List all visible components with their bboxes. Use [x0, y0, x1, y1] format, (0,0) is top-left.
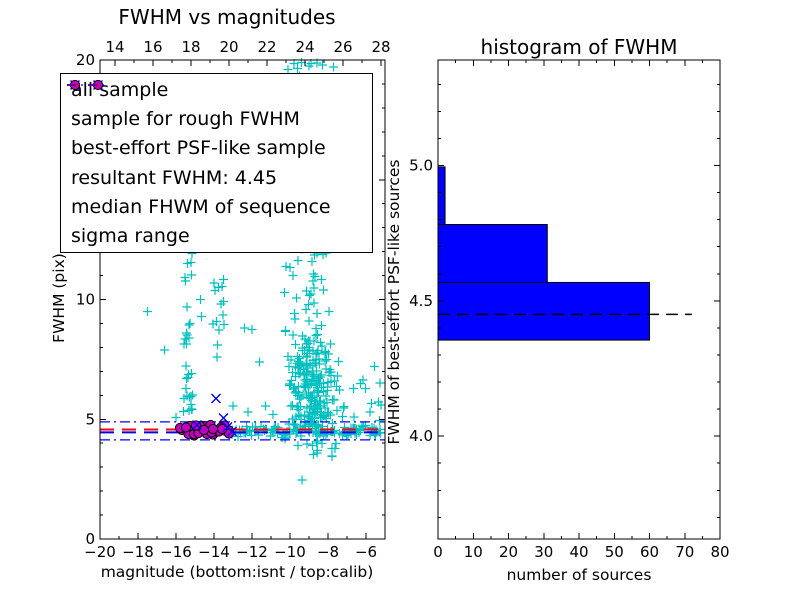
legend-item-sigma-range: sigma range [61, 84, 372, 250]
legend-item-rough-fwhm: sample for rough FWHM [61, 80, 372, 133]
legend-item-median-fhwm: median FHWM of sequence [61, 84, 372, 221]
sigma-range-line-icon [67, 84, 109, 86]
legend-label: resultant FWHM: 4.45 [71, 166, 278, 189]
tick-label: 20 [219, 38, 238, 56]
tick-label: −14 [198, 543, 230, 561]
tick-label: 40 [569, 543, 588, 561]
legend-label: best-effort PSF-like sample [71, 137, 326, 160]
tick-label: 10 [76, 291, 95, 309]
tick-label: 4.0 [409, 427, 433, 445]
tick-label: 24 [295, 38, 314, 56]
tick-label: 4.5 [409, 292, 433, 310]
tick-label: 30 [534, 543, 553, 561]
tick-label: −12 [236, 543, 268, 561]
tick-label: 10 [464, 543, 483, 561]
tick-label: 5 [85, 410, 95, 428]
rough-fwhm-points [192, 393, 237, 437]
tick-label: 0 [85, 530, 95, 548]
tick-label: 20 [76, 51, 95, 69]
tick-label: 22 [257, 38, 276, 56]
tick-label: 18 [181, 38, 200, 56]
right-plot-ticks: 0 10 20 30 40 50 60 70 80 4.0 4.5 5.0 [409, 60, 730, 561]
tick-label: 20 [499, 543, 518, 561]
tick-label: 50 [605, 543, 624, 561]
histogram-bar [437, 281, 650, 341]
tick-label: −16 [160, 543, 192, 561]
left-plot-ticks: −20 −18 −16 −14 −12 −10 −8 −6 14 16 18 20 22 24 26 28 0 5… [76, 38, 391, 561]
tick-label: 0 [433, 543, 443, 561]
tick-label: 14 [105, 38, 124, 56]
legend-label: sample for rough FWHM [71, 107, 300, 130]
tick-label: 26 [333, 38, 352, 56]
tick-label: 5.0 [409, 157, 433, 175]
tick-label: 16 [143, 38, 162, 56]
tick-label: −10 [274, 543, 306, 561]
histogram-bars [437, 166, 650, 341]
tick-label: −20 [84, 543, 116, 561]
tick-label: −8 [317, 543, 339, 561]
tick-label: 28 [371, 38, 390, 56]
tick-label: 80 [710, 543, 729, 561]
tick-label: −18 [122, 543, 154, 561]
legend-label: median FHWM of sequence [71, 195, 331, 218]
legend-item-psf-sample: best-effort PSF-like sample [61, 79, 372, 162]
histogram-bar [437, 224, 548, 283]
tick-label: 60 [640, 543, 659, 561]
legend-label: sigma range [71, 225, 190, 248]
legend-item-resultant-fwhm: resultant FWHM: 4.45 [61, 84, 372, 192]
tick-label: 70 [675, 543, 694, 561]
legend: all sample sample for rough FWHM best-ef… [60, 73, 373, 253]
tick-label: −6 [355, 543, 377, 561]
histogram-bar [437, 166, 446, 226]
